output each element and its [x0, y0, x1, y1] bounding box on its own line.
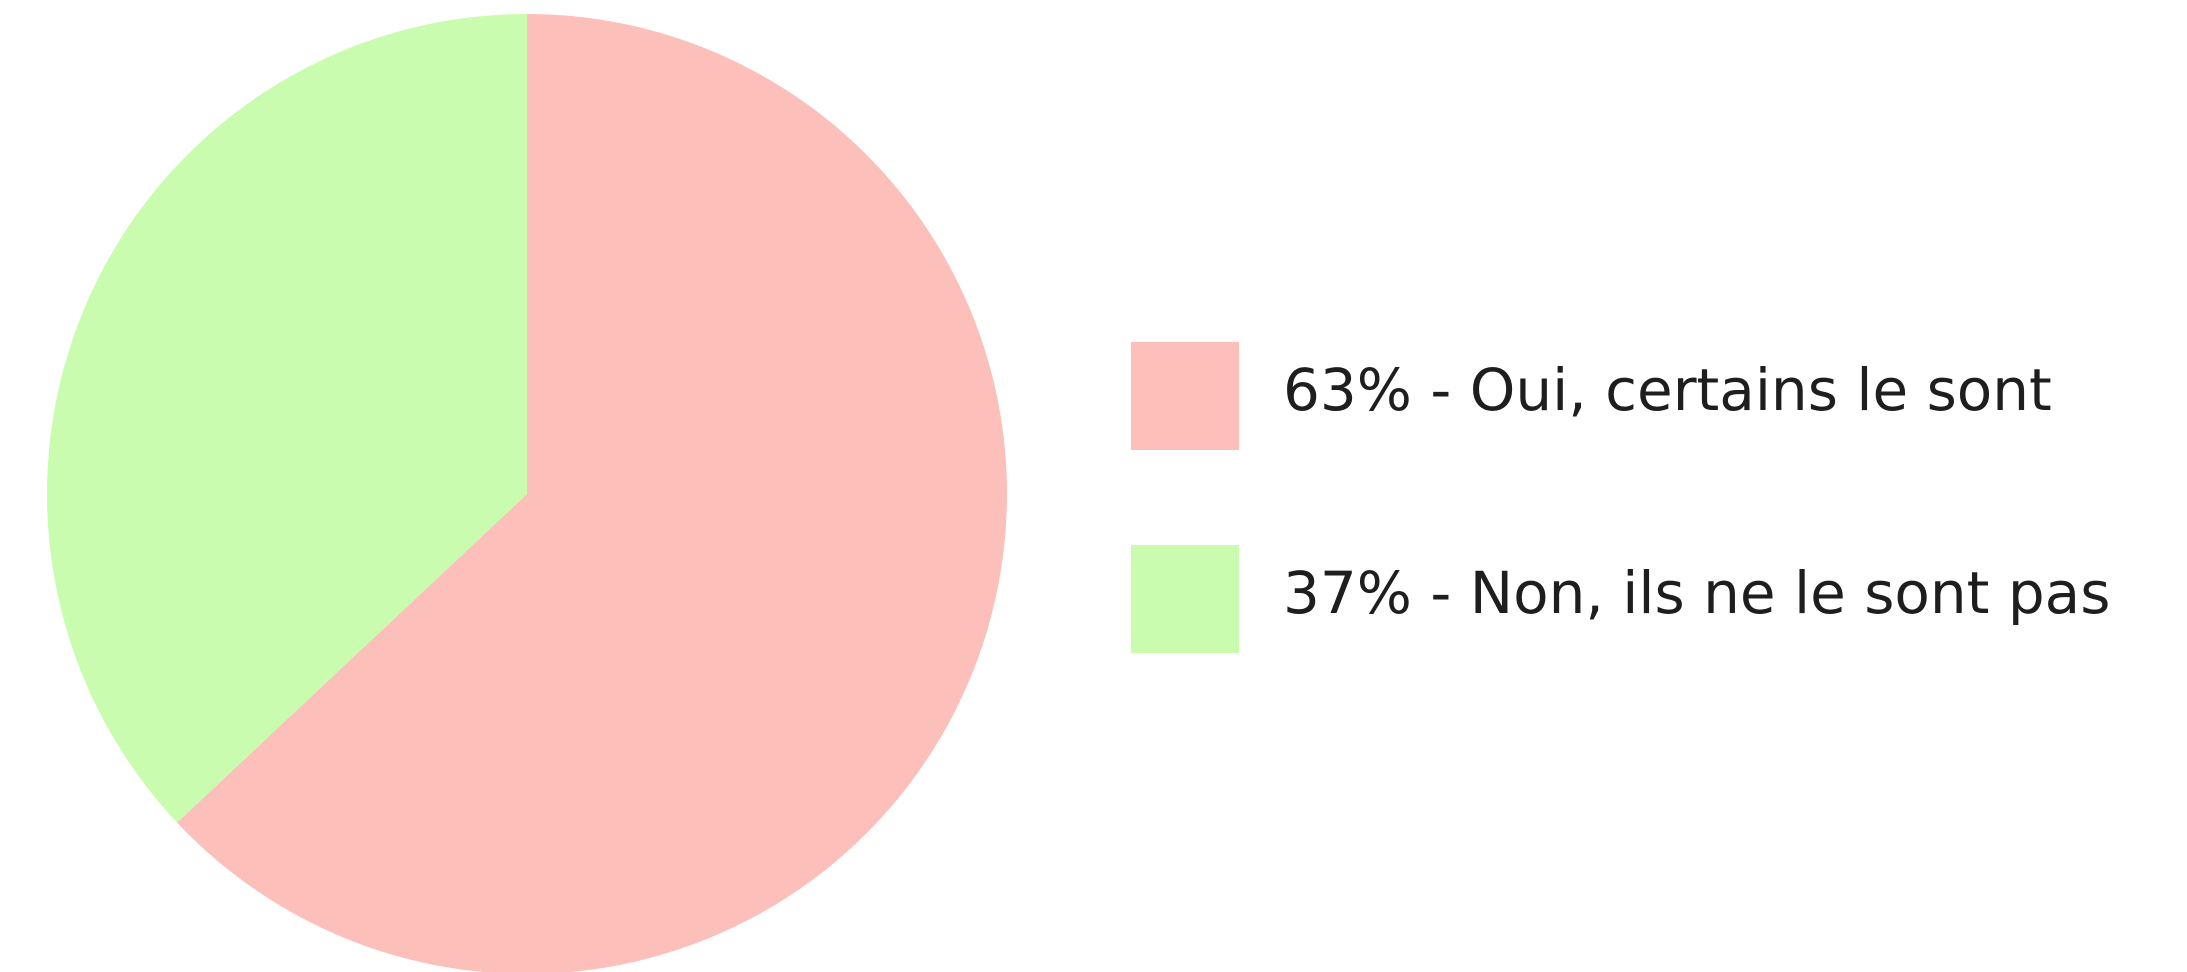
- legend-swatch: [1131, 342, 1239, 450]
- pie-slice: [177, 14, 1007, 972]
- pie-slice: [47, 14, 528, 823]
- legend-label: 37% - Non, ils ne le sont pas: [1283, 559, 2110, 627]
- legend-swatch: [1131, 545, 1239, 653]
- legend-label: 63% - Oui, certains le sont: [1283, 356, 2052, 424]
